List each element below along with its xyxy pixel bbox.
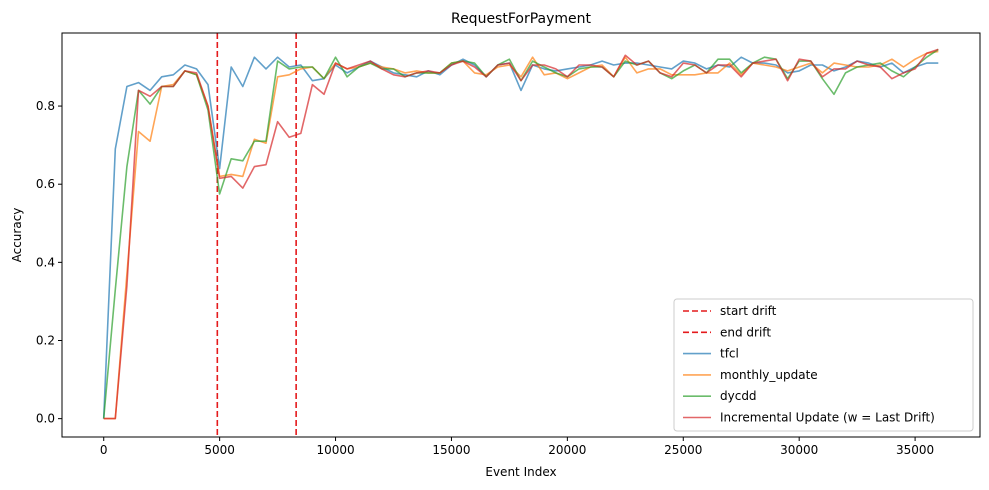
x-tick-label: 10000 xyxy=(316,443,354,457)
x-tick-label: 25000 xyxy=(664,443,702,457)
x-axis: 0 5000 10000 15000 20000 25000 30000 35000 xyxy=(100,437,934,457)
axes-frame xyxy=(61,32,981,438)
y-axis-label: Accuracy xyxy=(10,208,24,263)
y-tick-label: 0.6 xyxy=(36,177,55,191)
chart-title: RequestForPayment xyxy=(451,11,592,27)
y-tick-label: 0.8 xyxy=(36,99,55,113)
x-tick-label: 0 xyxy=(100,443,108,457)
y-axis: 0.0 0.2 0.4 0.6 0.8 xyxy=(36,99,62,426)
legend-label: end drift xyxy=(720,325,771,339)
x-tick-label: 35000 xyxy=(896,443,934,457)
x-tick-label: 20000 xyxy=(548,443,586,457)
y-tick-label: 0.2 xyxy=(36,333,55,347)
x-tick-label: 5000 xyxy=(204,443,235,457)
legend-label: start drift xyxy=(720,304,777,318)
y-tick-label: 0.0 xyxy=(36,412,55,426)
series-line-0 xyxy=(102,56,939,419)
x-tick-label: 30000 xyxy=(780,443,818,457)
y-tick-label: 0.4 xyxy=(36,255,55,269)
series-line-1 xyxy=(103,50,939,420)
x-axis-label: Event Index xyxy=(485,465,556,479)
legend-label: tfcl xyxy=(720,347,739,361)
legend-label: monthly_update xyxy=(720,368,818,382)
legend-label: Incremental Update (w = Last Drift) xyxy=(720,411,935,425)
legend-label: dycdd xyxy=(720,389,757,403)
legend: start drift end drift tfcl monthly_updatedy… xyxy=(673,298,974,432)
legend-box xyxy=(673,298,974,432)
series-line-3 xyxy=(103,48,939,420)
x-tick-label: 15000 xyxy=(432,443,470,457)
plot-area xyxy=(102,33,939,437)
